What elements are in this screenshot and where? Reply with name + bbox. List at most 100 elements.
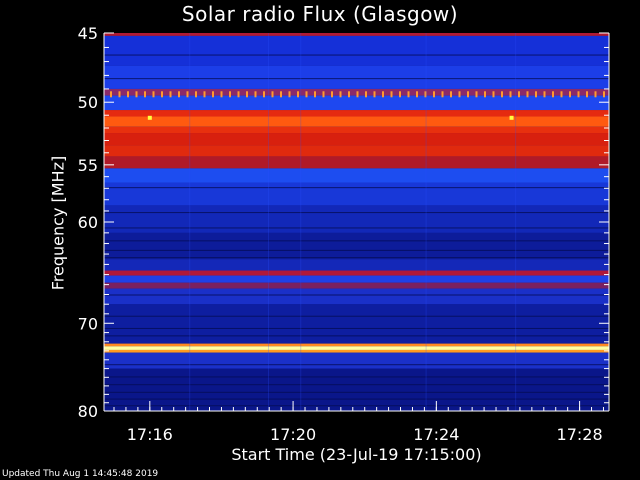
x-tick-label: 17:28 bbox=[557, 425, 603, 444]
dotted-marker bbox=[475, 91, 478, 98]
chart-title: Solar radio Flux (Glasgow) bbox=[181, 2, 459, 26]
dotted-marker bbox=[441, 91, 444, 98]
dotted-marker bbox=[586, 91, 588, 98]
dotted-marker bbox=[212, 91, 214, 98]
vertical-streak bbox=[300, 33, 302, 411]
dotted-marker bbox=[356, 91, 359, 98]
dotted-marker bbox=[237, 91, 240, 98]
dotted-marker bbox=[467, 91, 469, 98]
frequency-band bbox=[104, 126, 609, 134]
dotted-marker bbox=[305, 91, 308, 98]
dotted-marker bbox=[229, 91, 231, 98]
dotted-marker bbox=[271, 91, 274, 98]
dotted-marker bbox=[152, 91, 155, 98]
x-tick-label: 17:20 bbox=[270, 425, 316, 444]
frequency-band bbox=[104, 33, 609, 36]
frequency-band bbox=[104, 349, 609, 353]
frequency-band bbox=[104, 368, 609, 411]
dotted-marker bbox=[314, 91, 316, 98]
dotted-marker bbox=[331, 91, 333, 98]
bright-spot bbox=[509, 115, 514, 120]
dark-line bbox=[104, 376, 609, 378]
frequency-band bbox=[104, 182, 609, 206]
dotted-marker bbox=[144, 91, 146, 98]
dotted-marker bbox=[518, 91, 520, 98]
frequency-band bbox=[104, 116, 609, 127]
dotted-marker bbox=[560, 91, 563, 98]
dark-line bbox=[104, 294, 609, 296]
dotted-marker bbox=[450, 91, 452, 98]
vertical-streak bbox=[515, 33, 517, 411]
dotted-marker bbox=[127, 91, 129, 98]
dotted-marker bbox=[526, 91, 529, 98]
vertical-streak bbox=[268, 33, 270, 411]
dotted-marker bbox=[161, 91, 163, 98]
frequency-band bbox=[104, 282, 609, 289]
dark-line bbox=[104, 335, 609, 337]
dark-line bbox=[104, 187, 609, 189]
dotted-marker bbox=[382, 91, 384, 98]
y-tick-label: 50 bbox=[78, 93, 98, 112]
dotted-marker bbox=[501, 91, 503, 98]
y-tick-label: 45 bbox=[78, 24, 98, 43]
frequency-band bbox=[104, 259, 609, 271]
frequency-band bbox=[104, 156, 609, 169]
dotted-marker bbox=[535, 91, 537, 98]
frequency-band bbox=[104, 270, 609, 276]
dotted-marker bbox=[110, 91, 112, 98]
axes: 45 50 55 60 70 80 17:16 17:20 17:24 17:28 bbox=[78, 24, 610, 444]
dotted-marker bbox=[484, 91, 486, 98]
dotted-marker bbox=[424, 91, 427, 98]
frequency-band bbox=[104, 275, 609, 283]
frequency-band bbox=[104, 145, 609, 157]
y-tick-label: 70 bbox=[78, 314, 98, 333]
dotted-marker bbox=[552, 91, 554, 98]
dotted-marker bbox=[390, 91, 393, 98]
frequency-band bbox=[104, 65, 609, 89]
y-tick-label: 60 bbox=[78, 213, 98, 232]
dotted-marker bbox=[348, 91, 350, 98]
dotted-marker bbox=[373, 91, 376, 98]
frequency-band bbox=[104, 304, 609, 344]
y-tick-label: 80 bbox=[78, 402, 98, 421]
y-axis-label: Frequency [MHz] bbox=[48, 155, 68, 291]
dotted-marker bbox=[322, 91, 325, 98]
dark-line bbox=[104, 54, 609, 56]
dotted-marker bbox=[399, 91, 401, 98]
dotted-marker bbox=[220, 91, 223, 98]
dotted-marker bbox=[416, 91, 418, 98]
dark-line bbox=[104, 249, 609, 251]
frequency-band bbox=[104, 133, 609, 146]
dotted-marker bbox=[263, 91, 265, 98]
dotted-marker bbox=[135, 91, 138, 98]
dark-line bbox=[104, 327, 609, 329]
frequency-band bbox=[104, 35, 609, 66]
frequency-band bbox=[104, 288, 609, 305]
dotted-marker bbox=[288, 91, 291, 98]
x-tick-label: 17:24 bbox=[413, 425, 459, 444]
dotted-marker bbox=[254, 91, 257, 98]
dark-line bbox=[104, 364, 609, 366]
dotted-marker bbox=[118, 91, 121, 98]
bright-spot bbox=[147, 115, 152, 120]
x-tick-label: 17:16 bbox=[127, 425, 173, 444]
dotted-marker bbox=[280, 91, 282, 98]
dark-line bbox=[104, 212, 609, 214]
frequency-band bbox=[104, 346, 609, 350]
dark-line bbox=[104, 78, 609, 80]
updated-timestamp: Updated Thu Aug 1 14:45:48 2019 bbox=[2, 469, 159, 479]
dotted-marker bbox=[365, 91, 367, 98]
dotted-marker bbox=[407, 91, 410, 98]
dotted-marker bbox=[577, 91, 580, 98]
frequency-band bbox=[104, 232, 609, 260]
frequency-band bbox=[104, 343, 609, 347]
dotted-marker bbox=[169, 91, 172, 98]
dark-line bbox=[104, 257, 609, 259]
spectrogram-plot bbox=[104, 33, 609, 411]
dotted-marker bbox=[458, 91, 461, 98]
x-axis-label: Start Time (23-Jul-19 17:15:00) bbox=[231, 445, 482, 464]
dotted-marker bbox=[297, 91, 299, 98]
dark-line bbox=[104, 227, 609, 229]
dark-line bbox=[104, 391, 609, 393]
dotted-marker bbox=[433, 91, 435, 98]
